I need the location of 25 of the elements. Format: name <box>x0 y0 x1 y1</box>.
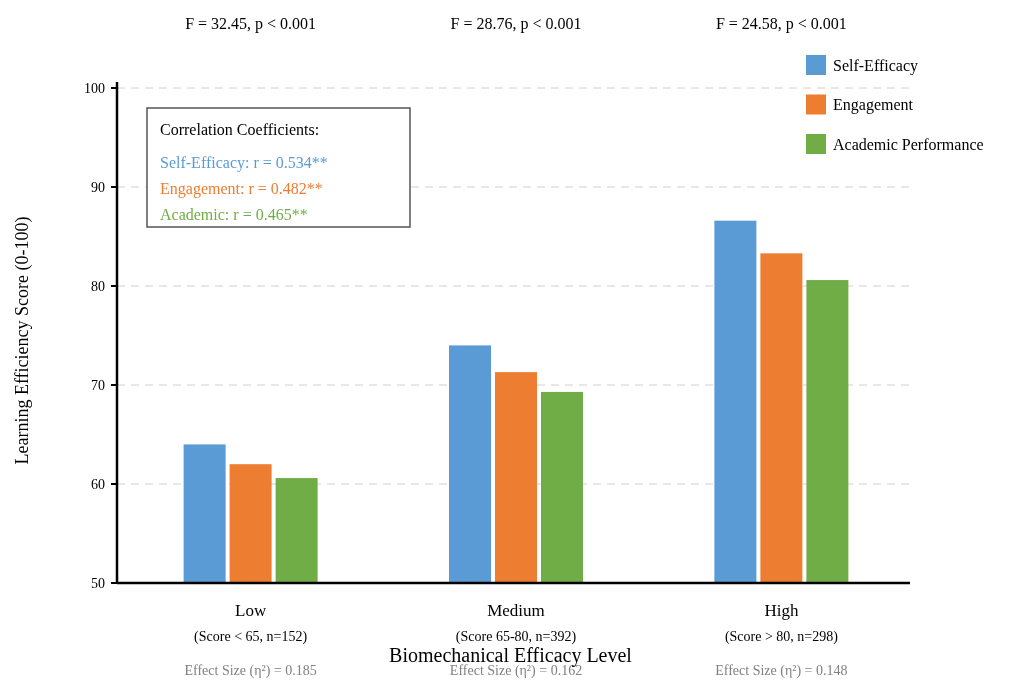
y-axis-title: Learning Efficiency Score (0-100) <box>12 216 33 465</box>
text: (Score < 65, n=152) <box>194 629 308 645</box>
y-tick-label: 100 <box>84 80 105 96</box>
annotation: Academic: r = 0.465** <box>160 206 308 223</box>
y-tick-label: 90 <box>91 179 105 195</box>
legend-label: Engagement <box>833 96 914 115</box>
text: (Score > 80, n=298) <box>724 629 839 645</box>
y-tick-label: 70 <box>91 377 105 393</box>
y-tick-label: 60 <box>91 476 105 492</box>
legend-label: Self-Efficacy <box>833 56 918 75</box>
annotation: Self-Efficacy: r = 0.534** <box>160 154 328 172</box>
text: Effect Size (η²) = 0.185 <box>184 663 317 679</box>
text: F = 24.58, p < 0.001 <box>715 15 847 33</box>
legend-label: Academic Performance <box>833 135 984 153</box>
x-tick-label: High <box>764 601 799 620</box>
x-tick-label: Medium <box>487 601 545 620</box>
x-tick-label: Low <box>235 601 267 620</box>
text: F = 32.45, p < 0.001 <box>185 15 317 33</box>
annotation: Engagement: r = 0.482** <box>160 180 323 198</box>
text: Effect Size (η²) = 0.148 <box>715 663 848 679</box>
annotation: Correlation Coefficients: <box>160 121 320 138</box>
y-tick-label: 50 <box>91 575 105 591</box>
y-tick-label: 80 <box>91 278 105 294</box>
text: (Score 65-80, n=392) <box>455 629 577 645</box>
text: F = 28.76, p < 0.001 <box>450 15 582 33</box>
